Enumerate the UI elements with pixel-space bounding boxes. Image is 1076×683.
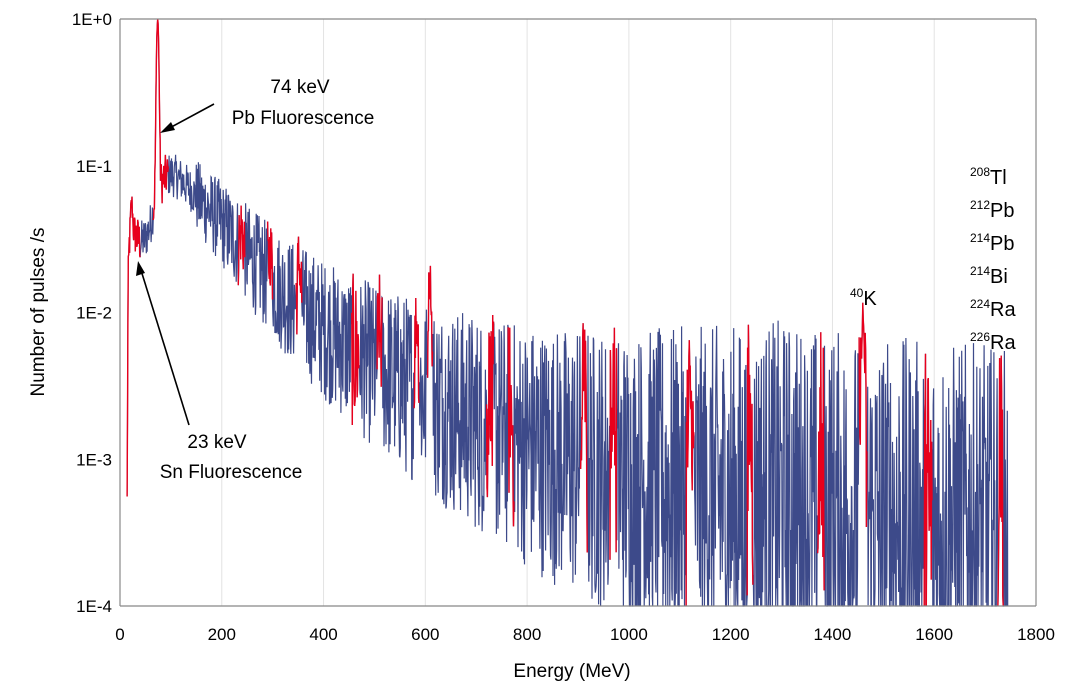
peak-line [126,18,1004,607]
isotope-label: 212Pb [970,198,1015,222]
isotope-symbol: Pb [990,200,1014,222]
x-tick-label: 400 [309,625,337,644]
x-axis-title: Energy (MeV) [513,661,630,682]
isotope-symbol: Ra [990,299,1016,321]
continuum-line [126,18,1009,607]
x-tick-label: 1400 [814,625,852,644]
x-tick-label: 200 [208,625,236,644]
x-tick-label: 1000 [610,625,648,644]
sn-arrowhead [136,261,145,276]
isotope-mass: 224 [970,297,990,311]
sn-fluorescence-annotation: 23 keV Sn Fluorescence [136,261,302,483]
x-tick-label: 1600 [915,625,953,644]
peak-series [126,18,1004,607]
x-tick-label: 800 [513,625,541,644]
y-tick-label: 1E-2 [76,304,112,323]
continuum-series [126,18,1009,607]
isotope-mass: 208 [970,165,990,179]
sn-fluorescence-label: Sn Fluorescence [160,462,303,483]
isotope-mass: 214 [970,231,990,245]
sn-arrow [139,266,190,426]
x-tick-labels: 0 200 400 600 800 1000 1200 1400 1600 1800 [115,625,1055,644]
isotope-label: 214Pb [970,231,1015,255]
pb-fluorescence-label: Pb Fluorescence [232,108,375,129]
pb-arrowhead [160,122,175,133]
axes [119,18,1037,607]
isotope-mass: 226 [970,330,990,344]
isotope-symbol: Bi [990,266,1008,288]
isotope-symbol: Tl [990,167,1007,189]
y-tick-label: 1E-3 [76,450,112,469]
isotope-mass: 214 [970,264,990,278]
sn-energy-label: 23 keV [187,432,246,453]
x-tick-label: 600 [411,625,439,644]
y-tick-labels: 1E+0 1E-1 1E-2 1E-3 1E-4 [72,10,112,616]
y-axis-title: Number of pulses /s [28,228,49,397]
y-tick-label: 1E-1 [76,157,112,176]
isotope-label: 214Bi [970,264,1008,288]
pb-fluorescence-annotation: 74 keV Pb Fluorescence [160,77,374,133]
y-tick-label: 1E-4 [76,597,112,616]
y-tick-label: 1E+0 [72,10,112,29]
k40-label: 40K [850,286,877,310]
pb-energy-label: 74 keV [270,77,329,98]
x-tick-label: 1200 [712,625,750,644]
isotope-symbol: Pb [990,233,1014,255]
isotope-label: 208Tl [970,165,1007,189]
x-tick-label: 0 [115,625,124,644]
isotope-mass: 212 [970,198,990,212]
x-tick-label: 1800 [1017,625,1055,644]
isotope-label: 226Ra [970,330,1016,354]
isotope-symbol: Ra [990,332,1016,354]
isotope-label: 224Ra [970,297,1016,321]
